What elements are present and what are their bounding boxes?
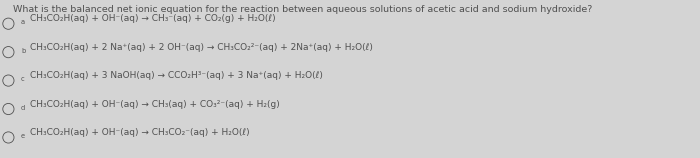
Text: CH₃CO₂H(aq) + OH⁻(aq) → CH₃(aq) + CO₃²⁻(aq) + H₂(g): CH₃CO₂H(aq) + OH⁻(aq) → CH₃(aq) + CO₃²⁻(…: [30, 100, 280, 109]
Text: d: d: [21, 105, 25, 111]
Text: c: c: [21, 76, 25, 82]
Text: b: b: [21, 48, 25, 54]
Text: e: e: [21, 133, 25, 139]
Text: a: a: [21, 19, 25, 25]
Text: CH₃CO₂H(aq) + 2 Na⁺(aq) + 2 OH⁻(aq) → CH₃CO₂²⁻(aq) + 2Na⁺(aq) + H₂O(ℓ): CH₃CO₂H(aq) + 2 Na⁺(aq) + 2 OH⁻(aq) → CH…: [30, 43, 373, 52]
Text: CH₃CO₂H(aq) + 3 NaOH(aq) → CCO₂H³⁻(aq) + 3 Na⁺(aq) + H₂O(ℓ): CH₃CO₂H(aq) + 3 NaOH(aq) → CCO₂H³⁻(aq) +…: [30, 71, 323, 80]
Text: CH₃CO₂H(aq) + OH⁻(aq) → CH₃⁻(aq) + CO₂(g) + H₂O(ℓ): CH₃CO₂H(aq) + OH⁻(aq) → CH₃⁻(aq) + CO₂(g…: [30, 14, 276, 23]
Text: CH₃CO₂H(aq) + OH⁻(aq) → CH₃CO₂⁻(aq) + H₂O(ℓ): CH₃CO₂H(aq) + OH⁻(aq) → CH₃CO₂⁻(aq) + H₂…: [30, 128, 250, 137]
Text: What is the balanced net ionic equation for the reaction between aqueous solutio: What is the balanced net ionic equation …: [13, 5, 592, 14]
